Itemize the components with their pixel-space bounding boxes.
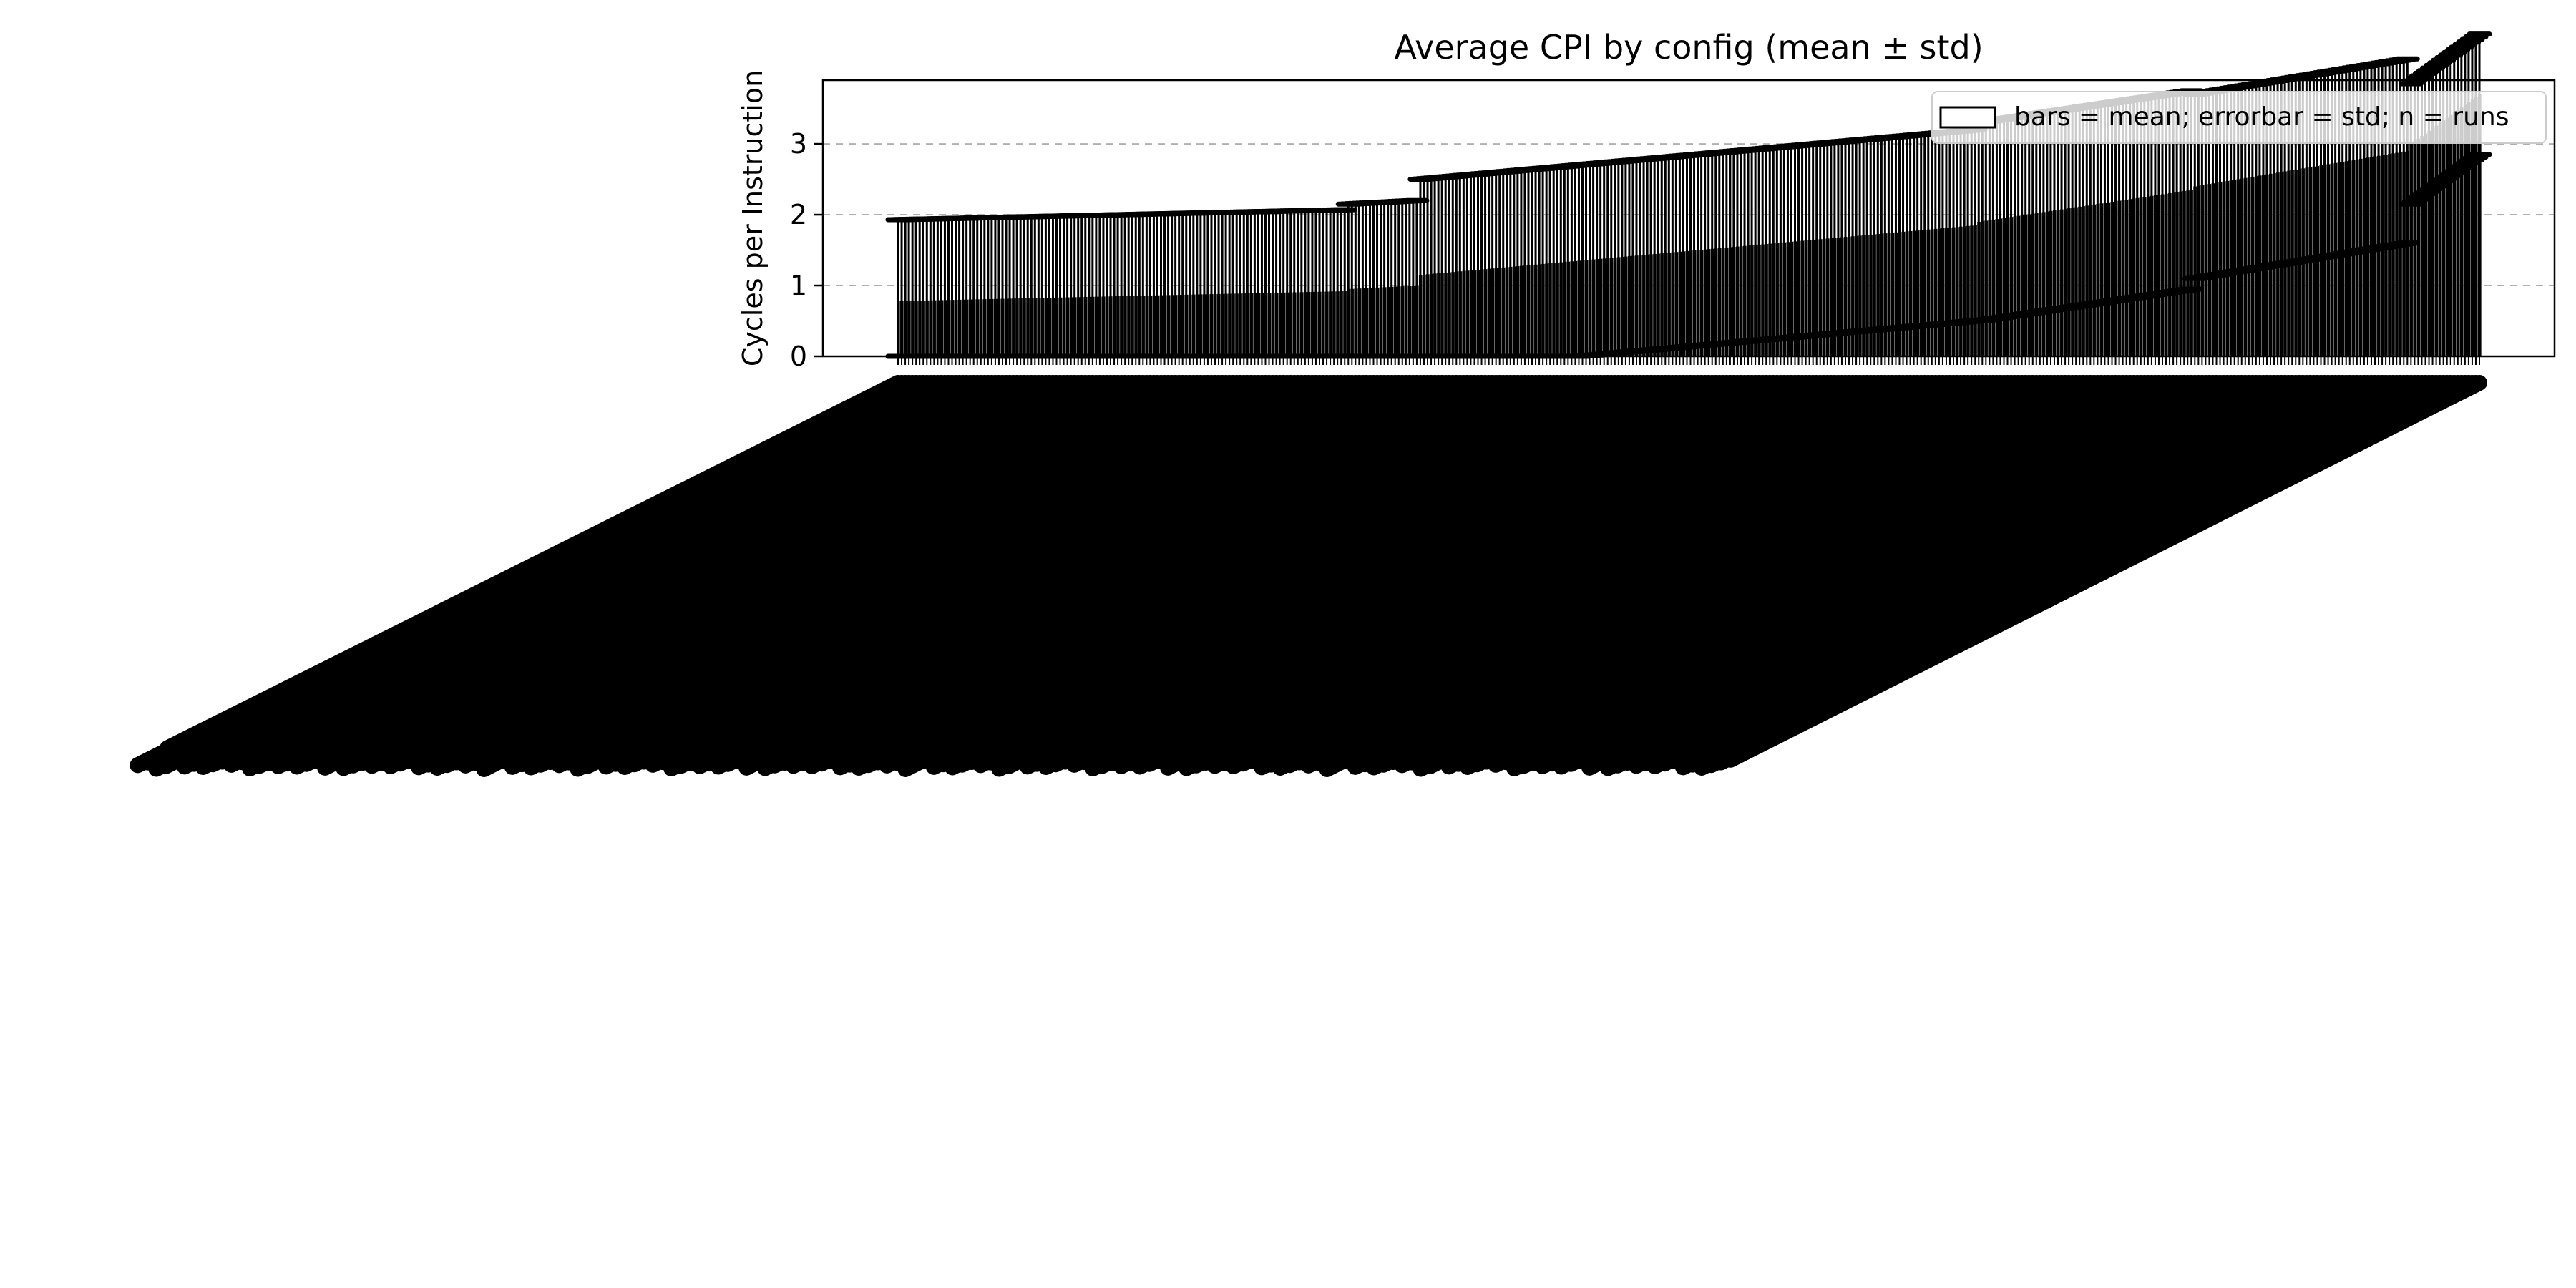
- bar: [2366, 157, 2370, 356]
- bar: [2409, 144, 2413, 357]
- legend-box: [1931, 91, 2547, 144]
- bar: [2420, 136, 2424, 357]
- bar: [2463, 104, 2467, 357]
- legend: bars = mean; errorbar = std; n = runs: [1931, 91, 2547, 144]
- bar: [2416, 138, 2421, 357]
- bar: [2449, 114, 2453, 357]
- bar: [2333, 162, 2338, 356]
- bar: [2381, 155, 2384, 357]
- bar: [2358, 158, 2363, 357]
- bar: [2452, 112, 2457, 357]
- bar: [2337, 162, 2341, 357]
- bar: [2424, 133, 2428, 357]
- bar: [2341, 162, 2345, 356]
- bar: [2431, 128, 2435, 357]
- bar: [2348, 160, 2352, 357]
- bar: [2388, 154, 2391, 356]
- bar: [2406, 150, 2409, 356]
- y-tick-label: 0: [790, 341, 807, 372]
- bar: [2441, 120, 2446, 357]
- bar: [2438, 122, 2442, 357]
- bar: [2445, 117, 2449, 357]
- plot-frame: [821, 79, 2556, 358]
- bar: [2384, 155, 2388, 356]
- bar: [2395, 152, 2399, 356]
- bar: [2377, 155, 2381, 356]
- bar: [2351, 160, 2356, 356]
- bar: [2399, 152, 2402, 356]
- y-tick-label: 2: [790, 199, 807, 230]
- bar: [2434, 125, 2439, 357]
- bar: [2467, 102, 2471, 357]
- bar: [2427, 130, 2431, 357]
- x-tick-labels: [130, 356, 2487, 777]
- bar: [2330, 163, 2334, 356]
- bar: [2470, 99, 2474, 357]
- legend-swatch: [1939, 106, 1996, 129]
- y-tick-label: 3: [790, 128, 807, 160]
- bar: [2477, 94, 2482, 357]
- bar: [2456, 109, 2460, 357]
- legend-label: bars = mean; errorbar = std; n = runs: [2014, 102, 2509, 132]
- chart-title: Average CPI by config (mean ± std): [1394, 28, 1983, 67]
- y-axis: 0 1 2 3: [790, 128, 823, 372]
- bar: [2373, 156, 2377, 356]
- y-axis-label: Cycles per Instruction: [737, 70, 769, 366]
- bar: [2362, 158, 2366, 356]
- bar: [2391, 153, 2395, 357]
- x-tick-label: [1722, 375, 2487, 768]
- bar: [2355, 159, 2359, 356]
- bar: [2369, 157, 2373, 357]
- bar: [2344, 161, 2348, 356]
- bar: [2413, 141, 2416, 357]
- bar: [2402, 151, 2406, 357]
- bar: [2459, 107, 2464, 357]
- bar: [2474, 97, 2478, 357]
- y-tick-label: 1: [790, 270, 807, 301]
